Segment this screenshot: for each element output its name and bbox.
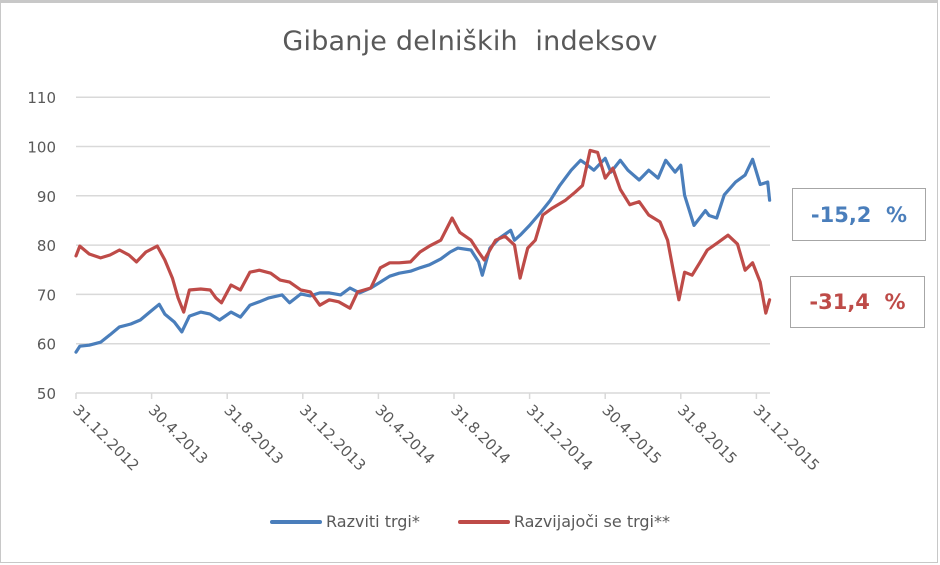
x-axis: 31.12.2012 30.4.2013 31.8.2013 31.12.2013 30… [69,392,823,475]
y-tick-label: 110 [27,89,56,107]
x-tick-label: 31.12.2013 [296,401,369,474]
legend-swatch-blue [270,519,322,524]
y-tick-label: 50 [37,385,56,403]
x-tick-label: 31.12.2014 [523,401,596,474]
y-tick-label: 90 [37,188,56,206]
developed-markets-change-box: -15,2 % [792,188,926,241]
legend-item-developed: Razviti trgi* [270,512,420,531]
x-tick-label: 30.4.2015 [598,401,665,468]
x-tick-label: 31.12.2012 [69,401,142,474]
legend-label-developed: Razviti trgi* [326,512,420,531]
y-axis-labels: 50 60 70 80 90 100 110 [27,89,56,403]
emerging-markets-change-box: -31,4 % [790,276,925,328]
x-tick-label: 31.8.2014 [447,401,514,468]
gridlines [76,96,770,345]
chart-legend: Razviti trgi* Razvijajoči se trgi** [0,512,940,531]
developed-markets-line [74,156,772,354]
emerging-markets-line [74,148,772,315]
y-tick-label: 70 [37,286,56,304]
x-tick-label: 30.4.2013 [145,401,212,468]
legend-item-emerging: Razvijajoči se trgi** [457,512,670,531]
y-tick-label: 100 [27,139,56,157]
y-tick-label: 60 [37,336,56,354]
x-tick-label: 31.8.2013 [220,401,287,468]
chart-title: Gibanje delniških indeksov [282,26,658,57]
y-tick-label: 80 [37,237,56,255]
developed-markets-change-value: -15,2 % [810,202,908,227]
x-tick-label: 31.12.2015 [750,401,823,474]
x-tick-label: 30.4.2014 [372,401,439,468]
legend-label-emerging: Razvijajoči se trgi** [513,512,670,531]
emerging-markets-change-value: -31,4 % [809,290,906,314]
series-lines [74,148,772,354]
legend-swatch-red [457,519,510,524]
x-tick-label: 31.8.2015 [674,401,741,468]
